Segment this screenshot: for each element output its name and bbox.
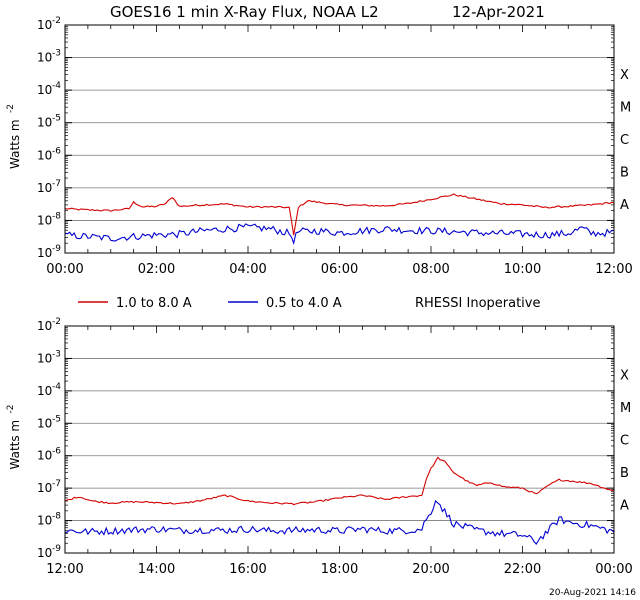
flare-class-label: B: [620, 466, 629, 481]
x-tick-label: 20:00: [412, 562, 449, 577]
footer-timestamp: 20-Aug-2021 14:16: [549, 588, 636, 598]
chart-date: 12-Apr-2021: [452, 3, 545, 21]
y-tick-label: 10: [37, 546, 52, 560]
y-tick-label: 10: [37, 213, 52, 227]
x-tick-label: 02:00: [138, 262, 175, 277]
y-tick-label: 10: [37, 416, 52, 430]
flare-class-label: M: [620, 100, 631, 115]
y-tick-exponent: -5: [52, 414, 61, 424]
y-tick-exponent: -2: [52, 16, 61, 26]
x-tick-label: 00:00: [46, 262, 83, 277]
y-tick-exponent: -8: [52, 512, 61, 522]
flare-class-label: X: [620, 369, 629, 384]
y-tick-label: 10: [37, 319, 52, 333]
y-tick-exponent: -6: [52, 447, 61, 457]
x-tick-label: 08:00: [412, 262, 449, 277]
chart-title: GOES16 1 min X-Ray Flux, NOAA L2: [110, 3, 379, 21]
y-axis-label: Watts m: [8, 119, 22, 169]
flare-class-label: C: [620, 133, 629, 148]
series-line-short: [64, 223, 615, 246]
panel-1: 10-910-810-710-610-510-410-310 -200:00 02:…: [6, 16, 633, 277]
y-tick-label: 10: [37, 83, 52, 97]
y-tick-exponent: -4: [52, 81, 61, 91]
y-tick-label: 10: [37, 384, 52, 398]
flare-class-label: X: [620, 68, 629, 83]
x-tick-label: 18:00: [321, 562, 358, 577]
flare-class-label: C: [620, 434, 629, 449]
x-tick-label: 06:00: [321, 262, 358, 277]
y-tick-label: 10: [37, 481, 52, 495]
y-tick-label: 10: [37, 181, 52, 195]
flare-class-label: B: [620, 166, 629, 181]
y-tick-exponent: -9: [52, 544, 61, 554]
plot-frame: [64, 24, 615, 254]
y-axis-label-exponent: -2: [6, 104, 16, 113]
rhessi-note: RHESSI Inoperative: [415, 296, 540, 311]
y-tick-exponent: -2: [52, 317, 61, 327]
x-tick-label: 04:00: [229, 262, 266, 277]
y-tick-exponent: -5: [52, 114, 61, 124]
y-tick-label: 10: [37, 246, 52, 260]
y-tick-exponent: -8: [52, 211, 61, 221]
flare-class-label: A: [620, 198, 629, 213]
legend-label-long: 1.0 to 8.0 A: [116, 296, 192, 311]
y-tick-exponent: -4: [52, 382, 61, 392]
y-tick-label: 10: [37, 116, 52, 130]
y-axis-label-exponent: -2: [6, 405, 16, 414]
y-tick-label: 10: [37, 18, 52, 32]
x-tick-label: 22:00: [504, 562, 541, 577]
y-tick-label: 10: [37, 514, 52, 528]
x-tick-label: 14:00: [138, 562, 175, 577]
y-tick-exponent: -3: [52, 349, 61, 359]
x-tick-label: 00:00: [595, 562, 632, 577]
legend-label-short: 0.5 to 4.0 A: [266, 296, 342, 311]
x-tick-label: 12:00: [46, 562, 83, 577]
x-tick-label: 12:00: [595, 262, 632, 277]
y-tick-label: 10: [37, 351, 52, 365]
y-tick-exponent: -7: [52, 479, 61, 489]
x-tick-label: 16:00: [229, 562, 266, 577]
series-line-short: [64, 499, 615, 546]
flare-class-label: M: [620, 401, 631, 416]
y-tick-label: 10: [37, 148, 52, 162]
y-tick-label: 10: [37, 449, 52, 463]
y-tick-label: 10: [37, 51, 52, 65]
flare-class-label: A: [620, 498, 629, 513]
y-tick-exponent: -3: [52, 49, 61, 59]
x-tick-label: 10:00: [504, 262, 541, 277]
legend: 1.0 to 8.0 A 0.5 to 4.0 A RHESSI Inopera…: [78, 296, 540, 311]
y-axis-label: Watts m: [8, 420, 22, 470]
series-line-long: [64, 456, 615, 506]
panel-2: 10-910-810-710-610-510-410-310 -212:00 14:…: [6, 317, 633, 577]
plot-frame: [64, 325, 615, 554]
series-line-long: [64, 193, 615, 236]
y-tick-exponent: -9: [52, 244, 61, 254]
y-tick-exponent: -7: [52, 179, 61, 189]
y-tick-exponent: -6: [52, 146, 61, 156]
